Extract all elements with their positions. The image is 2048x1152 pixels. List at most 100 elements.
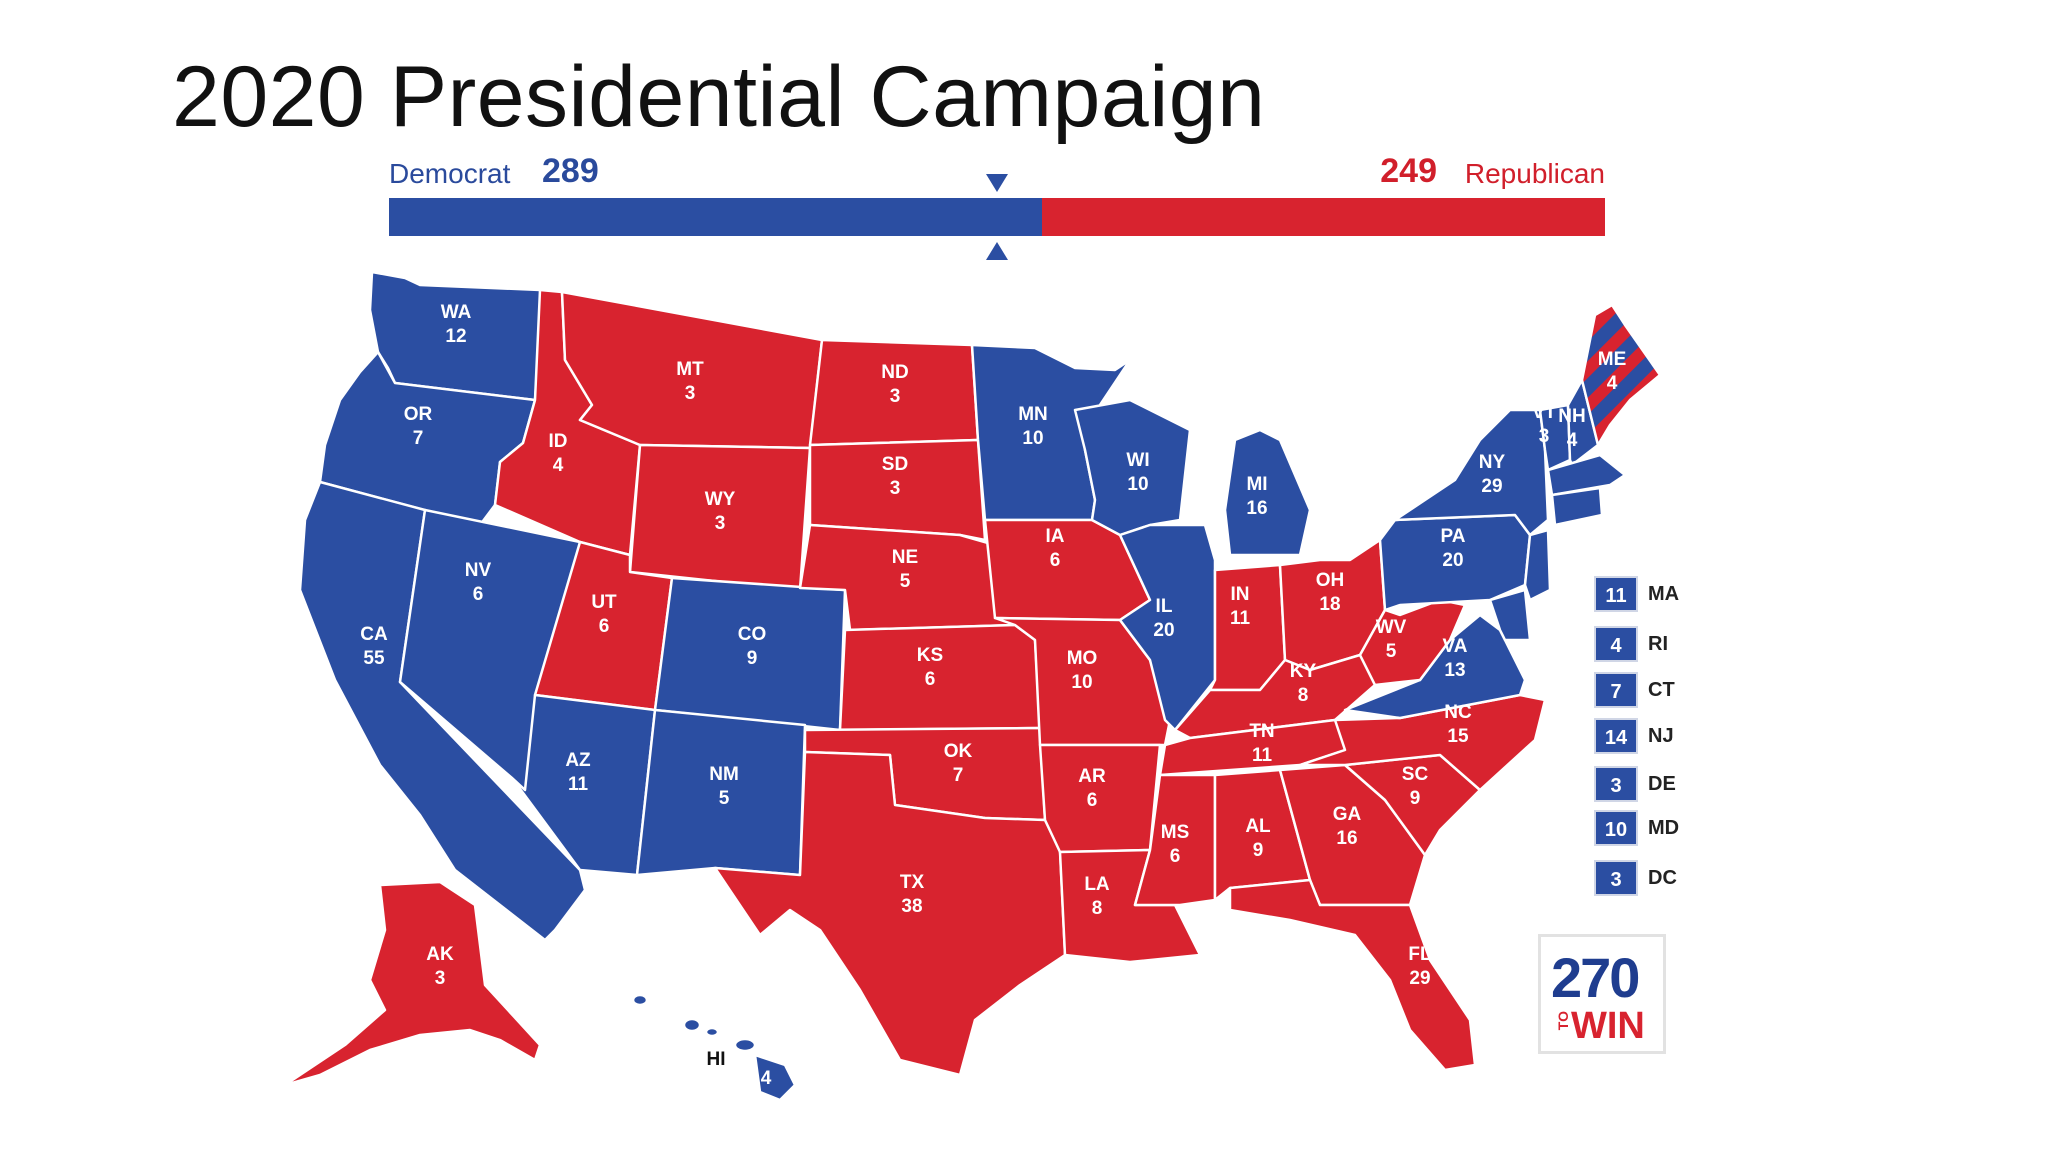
state-label-co: CO 9: [738, 624, 767, 669]
state-label-wy: WY 3: [705, 489, 736, 534]
state-label-nc: NC 15: [1444, 702, 1472, 747]
state-label-nv: NV 6: [465, 560, 492, 605]
state-label-ca: CA 55: [360, 624, 388, 669]
state-vt[interactable]: [1538, 403, 1572, 472]
state-label-ny: NY 29: [1479, 452, 1506, 497]
state-label-vt: VT 3: [1532, 402, 1557, 447]
state-ks[interactable]: [838, 623, 1042, 732]
state-label-va: VA 13: [1443, 636, 1468, 681]
state-label-tx: TX 38: [900, 872, 925, 917]
legend-state-abbr: RI: [1648, 633, 1668, 655]
state-ny[interactable]: [1393, 408, 1550, 537]
state-label-ar: AR 6: [1078, 766, 1106, 811]
state-il[interactable]: [1118, 523, 1217, 732]
state-label-il: IL 20: [1153, 596, 1174, 641]
legend-item-nj: 14 NJ: [1594, 718, 1734, 754]
state-hi[interactable]: [631, 993, 797, 1102]
legend-ev-box: 7: [1594, 672, 1638, 708]
republican-label: Republican: [1464, 158, 1605, 189]
state-label-nm: NM 5: [709, 764, 739, 809]
state-nj[interactable]: [1523, 528, 1552, 602]
state-label-wi: WI 10: [1126, 450, 1149, 495]
legend-ev-box: 14: [1594, 718, 1638, 754]
legend-item-ct: 7 CT: [1594, 672, 1734, 708]
state-label-mo: MO 10: [1067, 648, 1098, 693]
logo-to: TO: [1555, 1011, 1571, 1031]
state-label-pa: PA 20: [1441, 526, 1466, 571]
state-ev-hi: 4: [761, 1068, 772, 1089]
state-label-sd: SD 3: [882, 454, 908, 499]
majority-marker-top: [986, 174, 1008, 192]
legend-state-abbr: MD: [1648, 817, 1680, 839]
state-label-tn: TN 11: [1249, 721, 1274, 766]
electoral-tally: Democrat 289 249 Republican: [389, 150, 1605, 260]
state-label-la: LA 8: [1084, 874, 1110, 919]
legend-ev-box: 3: [1594, 860, 1638, 896]
slide-title: 2020 Presidential Campaign: [172, 49, 1266, 145]
state-label-oh: OH 18: [1316, 570, 1345, 615]
legend-item-ma: 11 MA: [1594, 576, 1734, 612]
state-label-nh: NH 4: [1558, 406, 1585, 451]
state-label-mi: MI 16: [1246, 474, 1267, 519]
legend-ev-box: 11: [1594, 576, 1638, 612]
state-label-al: AL 9: [1245, 816, 1271, 861]
state-ar[interactable]: [1038, 743, 1162, 854]
state-mi[interactable]: [1223, 428, 1312, 557]
270-to-win-logo: 270 TO WIN: [1538, 934, 1666, 1054]
legend-item-de: 3 DE: [1594, 766, 1734, 802]
state-label-fl: FL 29: [1408, 944, 1432, 989]
state-label-sc: SC 9: [1402, 764, 1429, 809]
state-tx[interactable]: [713, 750, 1067, 1077]
democrat-votes: 289: [542, 152, 599, 190]
state-ct-ri[interactable]: [1550, 486, 1604, 527]
state-label-hi: HI: [707, 1049, 726, 1070]
state-label-ne: NE 5: [892, 547, 918, 592]
state-ma[interactable]: [1546, 453, 1627, 497]
democrat-bar-segment: [389, 198, 1042, 236]
legend-state-abbr: CT: [1648, 679, 1675, 701]
state-or[interactable]: [318, 350, 537, 527]
legend-item-md: 10 MD: [1594, 810, 1734, 846]
logo-number: 270: [1551, 946, 1640, 1009]
state-label-id: ID 4: [549, 431, 568, 476]
state-label-in: IN 11: [1230, 584, 1251, 629]
republican-votes: 249: [1380, 152, 1437, 190]
legend-ev-box: 10: [1594, 810, 1638, 846]
legend-state-abbr: DC: [1648, 867, 1677, 889]
state-label-ut: UT 6: [591, 592, 617, 637]
state-label-ks: KS 6: [917, 645, 943, 690]
state-label-me: ME 4: [1598, 349, 1627, 394]
democrat-label: Democrat: [389, 158, 511, 189]
state-label-ky: KY 8: [1290, 661, 1317, 706]
legend-item-dc: 3 DC: [1594, 860, 1734, 896]
state-label-ok: OK 7: [944, 741, 973, 786]
legend-ev-box: 3: [1594, 766, 1638, 802]
republican-bar-segment: [1041, 198, 1605, 236]
state-label-ak: AK 3: [426, 944, 454, 989]
state-wv[interactable]: [1358, 598, 1467, 687]
state-nh[interactable]: [1566, 378, 1600, 467]
legend-state-abbr: DE: [1648, 773, 1676, 795]
legend-state-abbr: NJ: [1648, 725, 1674, 747]
state-label-nd: ND 3: [881, 362, 908, 407]
state-label-ms: MS 6: [1161, 822, 1190, 867]
logo-win: WIN: [1571, 1005, 1645, 1047]
state-label-wa: WA 12: [441, 302, 472, 347]
state-label-ga: GA 16: [1333, 804, 1362, 849]
state-label-or: OR 7: [404, 404, 433, 449]
tally-bar: [389, 198, 1605, 236]
state-me[interactable]: [1580, 303, 1662, 447]
state-label-az: AZ 11: [565, 750, 591, 795]
state-label-mt: MT 3: [676, 359, 704, 404]
legend-item-ri: 4 RI: [1594, 626, 1734, 662]
state-fl[interactable]: [1228, 878, 1477, 1072]
state-ak[interactable]: [283, 880, 542, 1087]
state-label-mn: MN 10: [1018, 404, 1048, 449]
state-de-md[interactable]: [1488, 588, 1532, 642]
state-ca[interactable]: [298, 480, 587, 942]
legend-state-abbr: MA: [1648, 583, 1680, 605]
state-label-ia: IA 6: [1046, 526, 1065, 571]
legend-ev-box: 4: [1594, 626, 1638, 662]
majority-marker-bottom: [986, 242, 1008, 260]
